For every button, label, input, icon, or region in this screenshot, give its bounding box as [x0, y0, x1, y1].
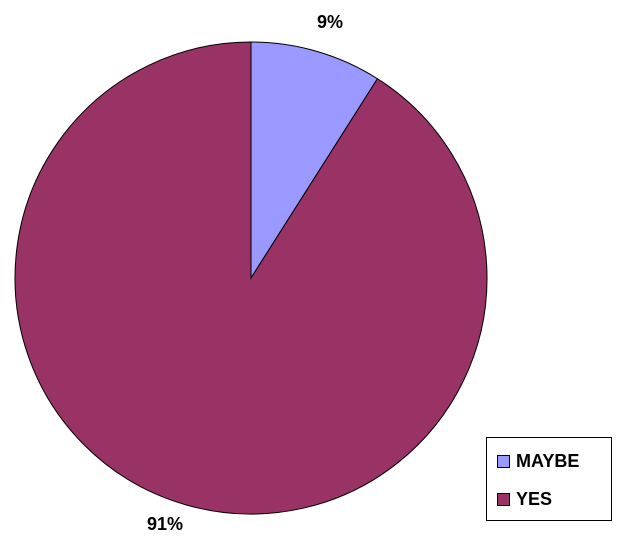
data-label-maybe: 9%	[317, 12, 343, 32]
pie-slice-yes	[14, 41, 488, 515]
legend-label-yes: YES	[516, 489, 553, 509]
data-label-yes: 91%	[147, 514, 183, 534]
pie-slice-maybe	[250, 41, 379, 280]
legend-label-maybe: MAYBE	[516, 451, 580, 471]
legend-swatch-maybe	[497, 455, 510, 468]
legend-item-yes: YES	[497, 489, 552, 510]
chart-legend: MAYBE YES	[486, 437, 612, 521]
legend-swatch-yes	[497, 493, 510, 506]
legend-item-maybe: MAYBE	[497, 451, 579, 472]
pie-slices	[14, 41, 488, 515]
pie-data-labels: 9% 91%	[147, 12, 343, 534]
